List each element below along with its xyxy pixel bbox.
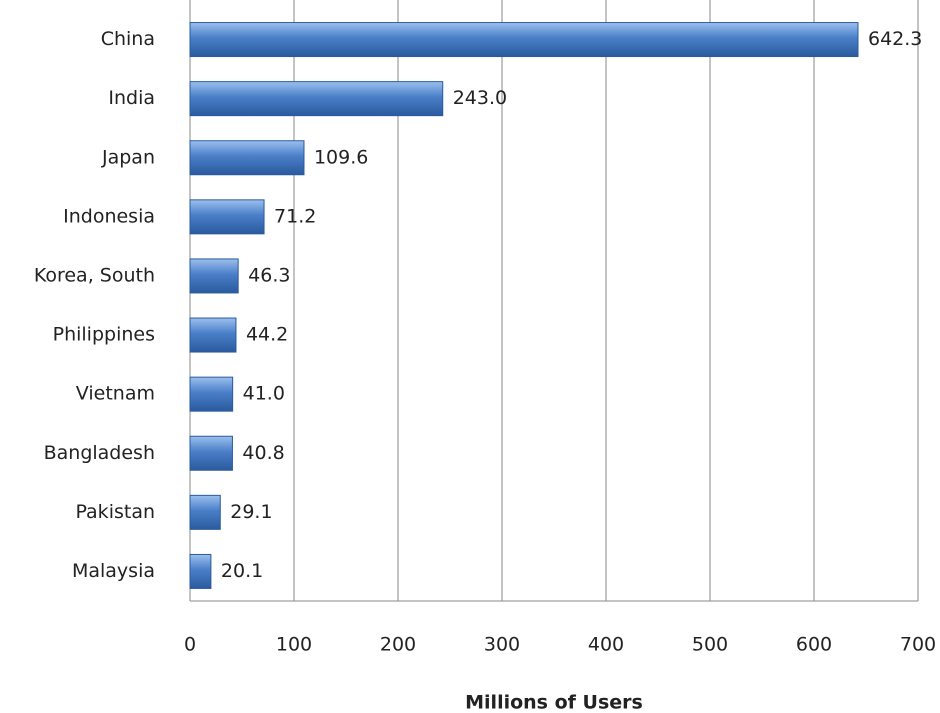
y-tick-label: Indonesia (63, 205, 155, 227)
bar (190, 259, 238, 293)
bar (190, 377, 233, 411)
x-tick-label: 300 (484, 634, 520, 656)
x-tick-label: 0 (184, 634, 196, 656)
data-label: 642.3 (868, 28, 922, 50)
data-label: 41.0 (243, 383, 285, 405)
x-tick-label: 100 (276, 634, 312, 656)
data-label: 46.3 (248, 264, 290, 286)
x-tick-label: 700 (900, 634, 936, 656)
bar (190, 495, 220, 529)
y-tick-label: Philippines (53, 324, 155, 346)
bar (190, 141, 304, 175)
y-tick-label: China (101, 28, 155, 50)
bar (190, 436, 232, 470)
bar (190, 554, 211, 588)
y-tick-label: Pakistan (75, 501, 155, 523)
data-label: 243.0 (453, 87, 507, 109)
y-tick-label: Korea, South (34, 264, 155, 286)
data-label: 44.2 (246, 324, 288, 346)
x-tick-label: 200 (380, 634, 416, 656)
x-tick-label: 500 (692, 634, 728, 656)
data-label: 40.8 (242, 442, 284, 464)
y-tick-label: Bangladesh (44, 442, 155, 464)
x-tick-label: 600 (796, 634, 832, 656)
chart: Millions of Users 0 100 200 300 400 500 600 700… (0, 0, 940, 713)
y-tick-label: Malaysia (72, 560, 155, 582)
data-label: 71.2 (274, 205, 316, 227)
y-tick-label: Japan (101, 146, 155, 168)
bar (190, 23, 858, 57)
bar (190, 200, 264, 234)
data-label: 109.6 (314, 146, 368, 168)
x-axis-title: Millions of Users (465, 692, 643, 713)
y-tick-label: India (108, 87, 155, 109)
data-label: 20.1 (221, 560, 263, 582)
bar (190, 318, 236, 352)
data-label: 29.1 (230, 501, 272, 523)
bar (190, 82, 443, 116)
y-tick-label: Vietnam (76, 383, 155, 405)
x-tick-label: 400 (588, 634, 624, 656)
